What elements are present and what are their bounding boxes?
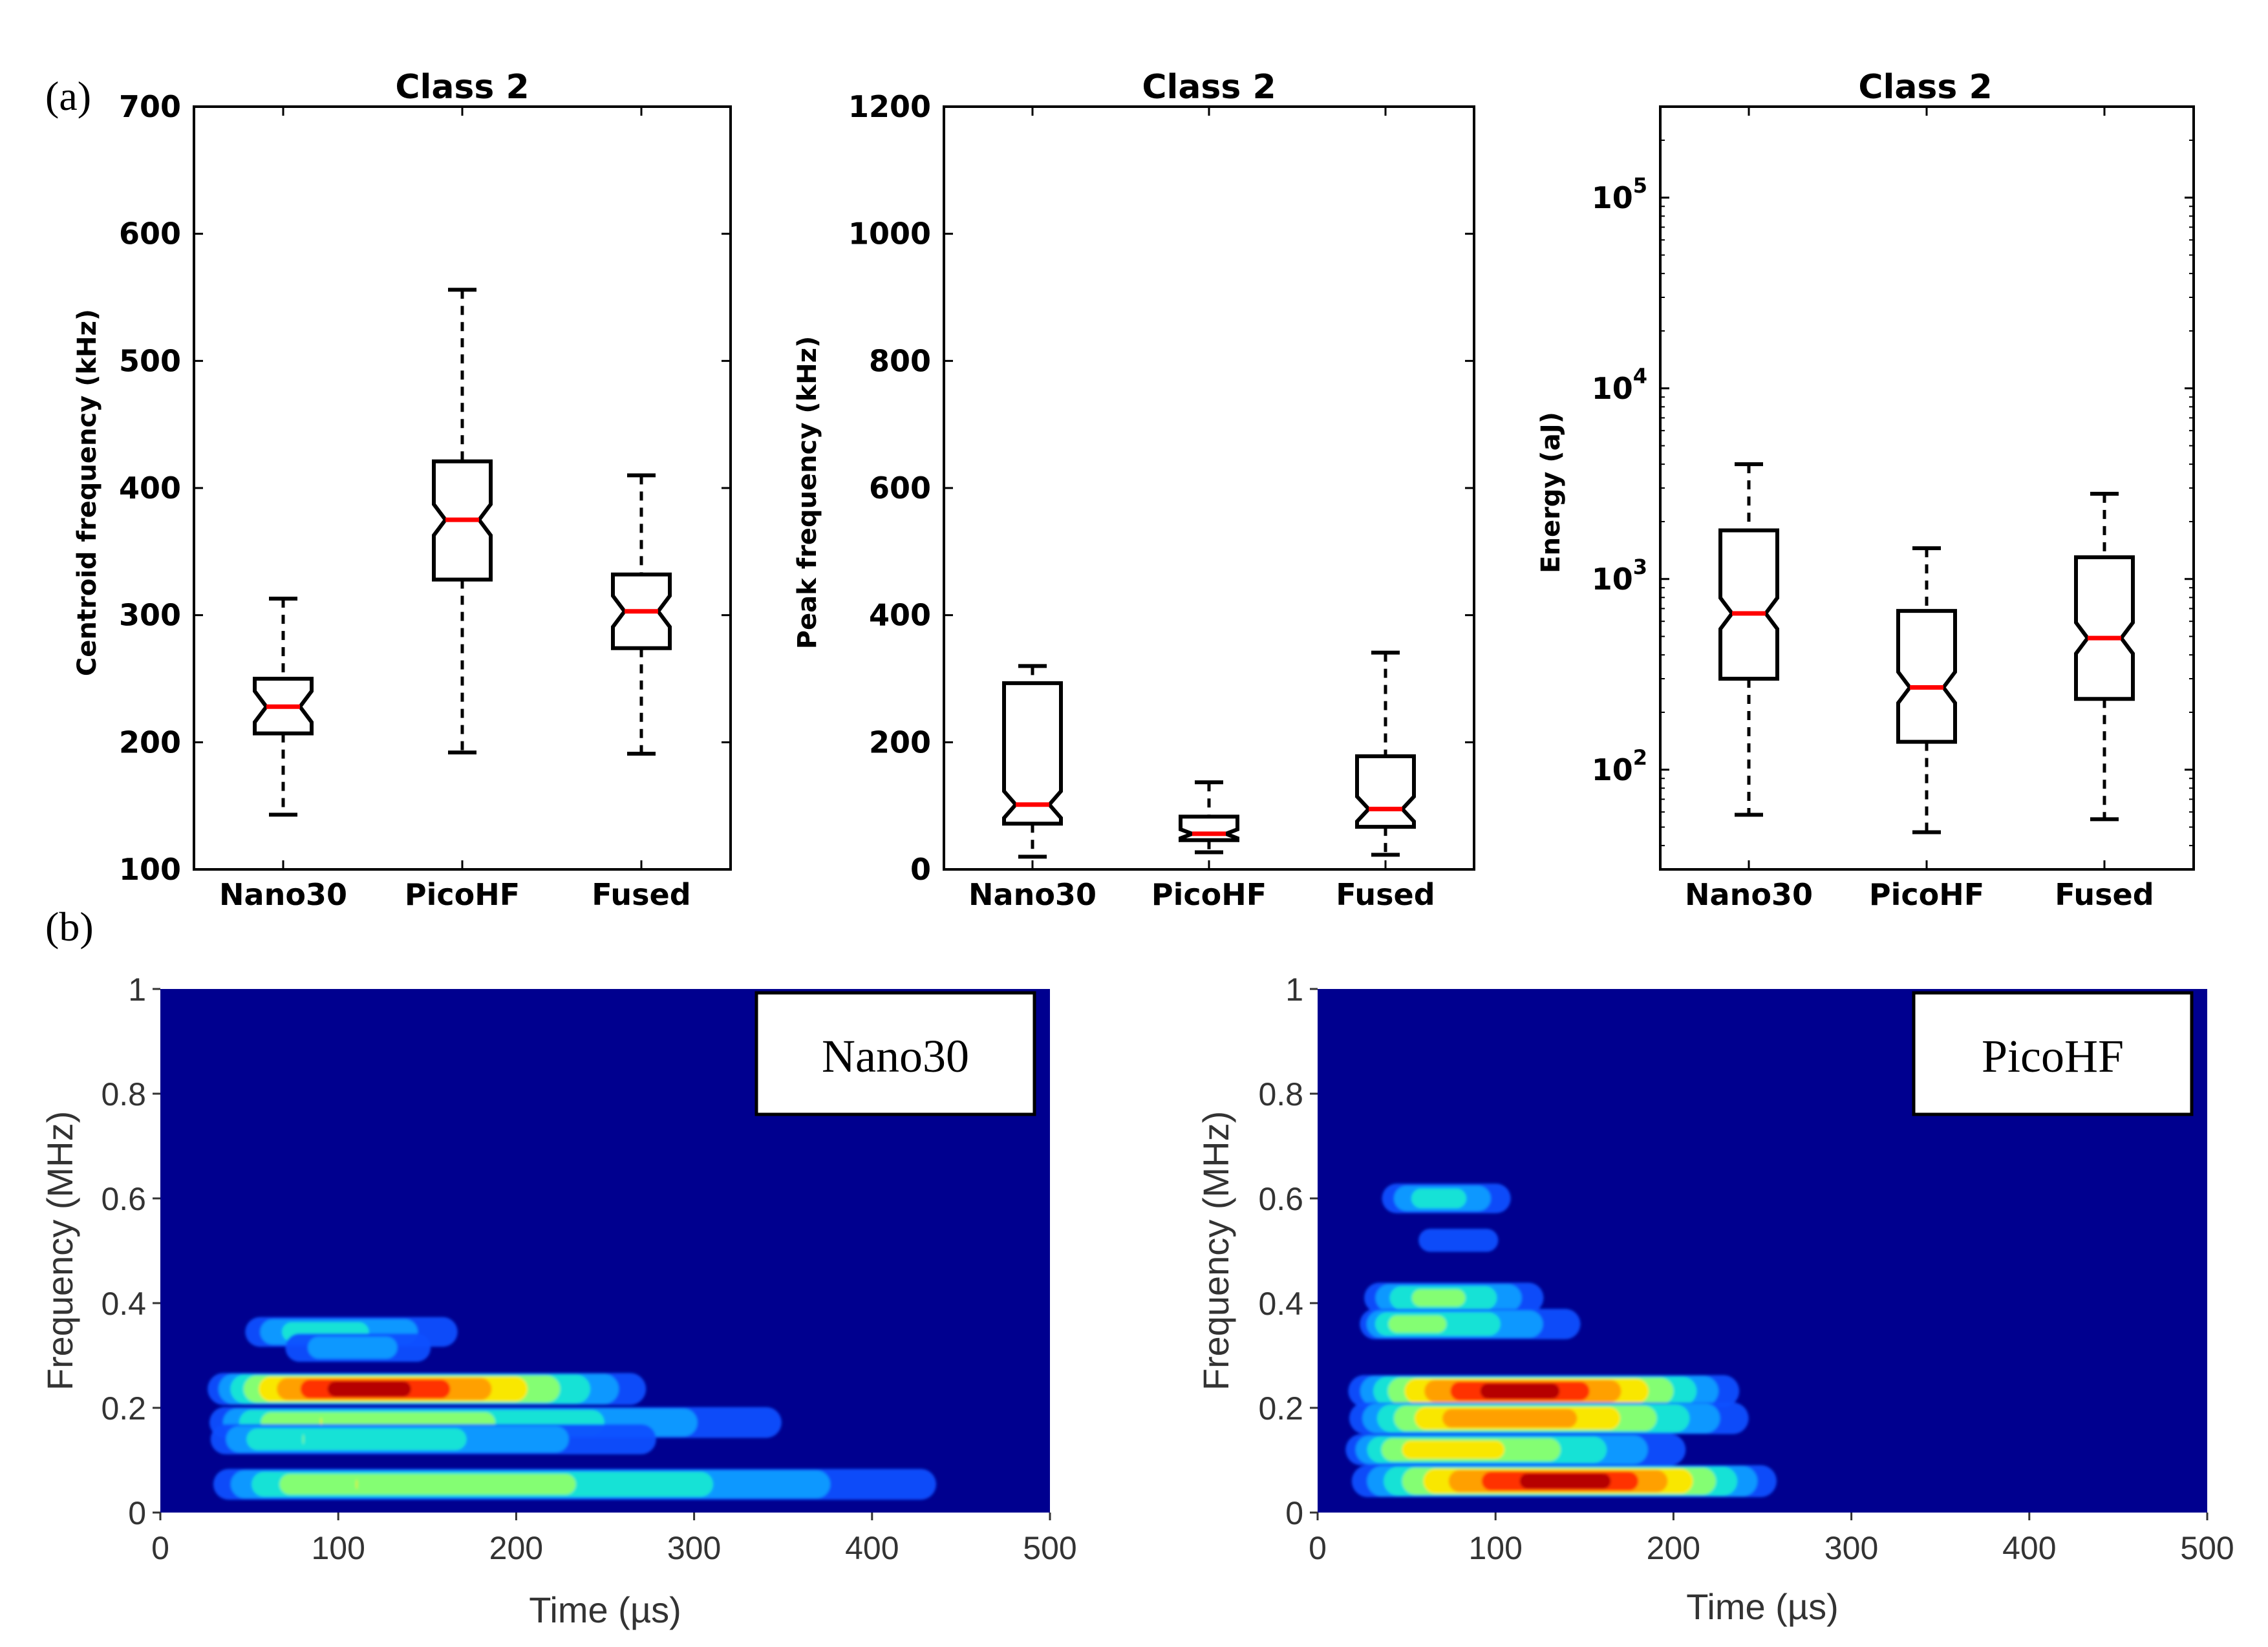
x-tick-label: 0 (1309, 1530, 1327, 1566)
y-axis-label: Peak frequency (kHz) (793, 336, 822, 650)
legend-box (1912, 991, 2194, 1116)
y-tick-label: 1200 (848, 89, 931, 124)
y-tick-label: 0 (128, 1495, 146, 1531)
y-tick-label: 0.2 (101, 1390, 146, 1427)
x-tick-label: PicoHF (1151, 877, 1267, 912)
panel-label-b: (b) (45, 904, 94, 950)
spectrogram-band (1519, 1473, 1611, 1489)
x-tick-label: Fused (2055, 877, 2154, 912)
y-tick-label: 300 (119, 598, 181, 633)
x-tick-label: 400 (845, 1530, 899, 1566)
y-axis-label: Frequency (MHz) (1195, 1111, 1236, 1391)
x-axis-label: Time (µs) (1686, 1586, 1838, 1627)
box (432, 459, 493, 582)
y-tick-label: 600 (869, 471, 931, 505)
y-tick-label: 105 (1592, 173, 1647, 215)
panel-label-a: (a) (45, 73, 91, 119)
y-tick-label: 0.6 (101, 1181, 146, 1217)
y-tick-label: 0.6 (1258, 1181, 1303, 1217)
boxplot-title: Class 2 (1858, 68, 1992, 107)
y-tick-label: 0 (1285, 1495, 1303, 1531)
x-tick-label: 100 (1468, 1530, 1522, 1566)
y-tick-label: 400 (119, 471, 181, 505)
box (1179, 814, 1239, 842)
y-tick-label: 104 (1592, 364, 1647, 406)
legend-label: PicoHF (1982, 1030, 2124, 1082)
plot-frame (1659, 105, 2195, 871)
y-tick-label: 0.4 (1258, 1286, 1303, 1322)
legend-label: Nano30 (822, 1030, 969, 1082)
box (611, 572, 672, 650)
spectrogram-band (327, 1381, 411, 1397)
y-tick-label: 0.4 (101, 1286, 146, 1322)
box (2074, 555, 2135, 701)
spectrogram-band (308, 1336, 398, 1359)
x-tick-label: Fused (1336, 877, 1435, 912)
spectrogram-band (1402, 1440, 1505, 1459)
x-tick-label: 200 (1647, 1530, 1700, 1566)
y-tick-label: 1 (1285, 972, 1303, 1008)
box (1896, 609, 1957, 744)
box (253, 677, 314, 736)
x-tick-label: 300 (667, 1530, 721, 1566)
y-tick-label: 400 (869, 598, 931, 633)
boxplot-title: Class 2 (395, 68, 529, 107)
y-tick-label: 0.2 (1258, 1390, 1303, 1427)
spectrogram-nano30: Nano30 0 100 200 300 400 500 0 0.2 0.4 0.6 0.8 1 Ti… (39, 972, 1077, 1630)
y-tick-label: 1 (128, 972, 146, 1008)
x-tick-label: 100 (311, 1530, 365, 1566)
x-axis-label: Time (µs) (529, 1589, 681, 1630)
y-tick-label: 102 (1592, 745, 1647, 787)
x-tick-label: 400 (2002, 1530, 2056, 1566)
box (1355, 754, 1416, 829)
y-tick-label: 200 (869, 725, 931, 760)
x-tick-label: 200 (489, 1530, 543, 1566)
spectrogram-picohf: PicoHF 0 100 200 300 400 500 0 0.2 0.4 0.6 0.8 1 Ti… (1195, 972, 2234, 1627)
y-tick-label: 0.8 (101, 1076, 146, 1112)
y-tick-label: 200 (119, 725, 181, 760)
y-tick-label: 600 (119, 217, 181, 251)
y-tick-label: 0 (910, 852, 931, 887)
x-tick-label: 0 (151, 1530, 169, 1566)
spectrogram-band (1480, 1383, 1560, 1399)
y-axis-label: Energy (aJ) (1536, 412, 1566, 573)
y-tick-label: 100 (119, 852, 181, 887)
y-axis-label: Frequency (MHz) (39, 1111, 80, 1391)
x-tick-label: Nano30 (968, 877, 1097, 912)
plot-frame (193, 105, 732, 871)
spectrogram-band (246, 1428, 467, 1450)
x-tick-label: 500 (2180, 1530, 2234, 1566)
x-tick-label: 500 (1023, 1530, 1076, 1566)
x-tick-label: PicoHF (405, 877, 520, 912)
spectrogram-band (1411, 1189, 1467, 1208)
x-tick-label: Nano30 (1685, 877, 1813, 912)
spectrogram-band (1411, 1289, 1466, 1307)
spectrogram-band (356, 1479, 358, 1490)
spectrogram-band (1388, 1315, 1447, 1333)
boxplot-centroid: Class 2 Centroid frequency (kHz) 100 200 3… (72, 68, 732, 912)
legend-box (754, 991, 1036, 1116)
boxplot-title: Class 2 (1142, 68, 1276, 107)
x-tick-label: 300 (1824, 1530, 1878, 1566)
box (1718, 528, 1779, 681)
spectrogram-band (279, 1474, 576, 1495)
spectrogram-band (303, 1434, 305, 1445)
y-tick-label: 0.8 (1258, 1076, 1303, 1112)
y-tick-label: 103 (1592, 555, 1647, 597)
boxplot-peak: Class 2 Peak frequency (kHz) 0 200 400 600 8… (793, 68, 1475, 912)
x-tick-label: PicoHF (1869, 877, 1984, 912)
y-tick-label: 800 (869, 343, 931, 378)
y-tick-label: 500 (119, 343, 181, 378)
y-tick-label: 700 (119, 89, 181, 124)
box (1002, 681, 1063, 826)
x-tick-label: Fused (592, 877, 690, 912)
plot-frame (943, 105, 1475, 871)
y-tick-label: 1000 (848, 217, 931, 251)
spectrogram-band (1418, 1229, 1499, 1252)
x-tick-label: Nano30 (219, 877, 347, 912)
spectrogram-band (1442, 1408, 1578, 1428)
y-axis-label: Centroid frequency (kHz) (72, 309, 102, 676)
